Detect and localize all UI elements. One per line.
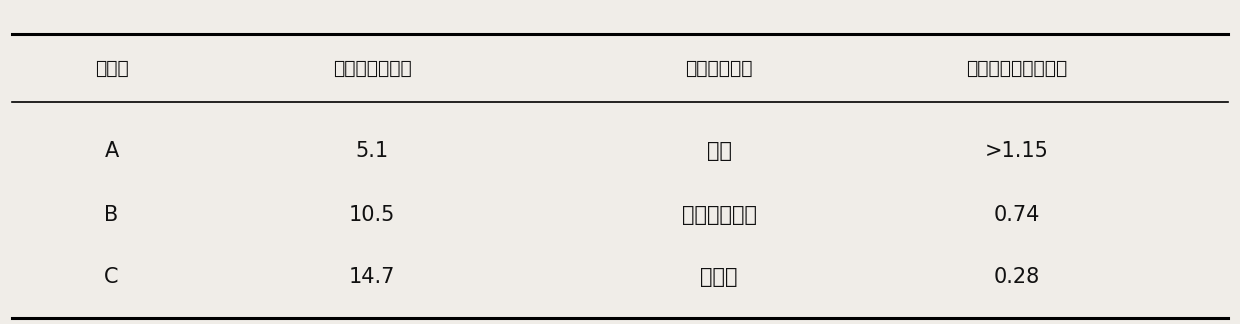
Text: B: B bbox=[104, 205, 119, 226]
Text: 土层平均厚度（米）: 土层平均厚度（米） bbox=[966, 59, 1068, 77]
Text: C: C bbox=[104, 267, 119, 287]
Text: 平均坡度（度）: 平均坡度（度） bbox=[332, 59, 412, 77]
Text: 主要土壤类型: 主要土壤类型 bbox=[686, 59, 753, 77]
Text: 14.7: 14.7 bbox=[348, 267, 396, 287]
Text: 0.74: 0.74 bbox=[993, 205, 1040, 226]
Text: 5.1: 5.1 bbox=[356, 141, 388, 161]
Text: 黄壤、水稻土: 黄壤、水稻土 bbox=[682, 205, 756, 226]
Text: 0.28: 0.28 bbox=[993, 267, 1040, 287]
Text: 紫色土: 紫色土 bbox=[701, 267, 738, 287]
Text: 试验区: 试验区 bbox=[94, 59, 129, 77]
Text: >1.15: >1.15 bbox=[985, 141, 1049, 161]
Text: 10.5: 10.5 bbox=[348, 205, 396, 226]
Text: 黄壤: 黄壤 bbox=[707, 141, 732, 161]
Text: A: A bbox=[104, 141, 119, 161]
